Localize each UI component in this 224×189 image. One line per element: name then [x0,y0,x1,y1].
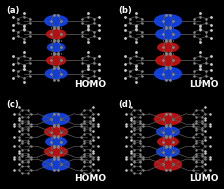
Ellipse shape [155,67,181,80]
Ellipse shape [155,15,181,27]
Ellipse shape [156,55,180,66]
Ellipse shape [47,30,65,39]
Ellipse shape [155,159,181,170]
Ellipse shape [45,127,67,137]
Text: LUMO: LUMO [189,80,219,89]
Ellipse shape [157,147,179,157]
Text: (d): (d) [118,100,132,109]
Ellipse shape [45,15,67,26]
Ellipse shape [155,113,181,125]
Text: (a): (a) [6,5,20,15]
Ellipse shape [47,43,65,51]
Text: HOMO: HOMO [75,174,107,184]
Ellipse shape [45,69,67,79]
Ellipse shape [156,29,180,40]
Ellipse shape [43,159,69,170]
Ellipse shape [158,137,178,146]
Ellipse shape [46,137,66,146]
Ellipse shape [43,113,69,125]
Text: LUMO: LUMO [189,174,219,184]
Text: (b): (b) [118,5,132,15]
Ellipse shape [47,56,65,65]
Text: HOMO: HOMO [75,80,107,89]
Ellipse shape [157,127,179,137]
Text: (c): (c) [6,100,19,109]
Ellipse shape [158,43,178,52]
Ellipse shape [45,147,67,157]
